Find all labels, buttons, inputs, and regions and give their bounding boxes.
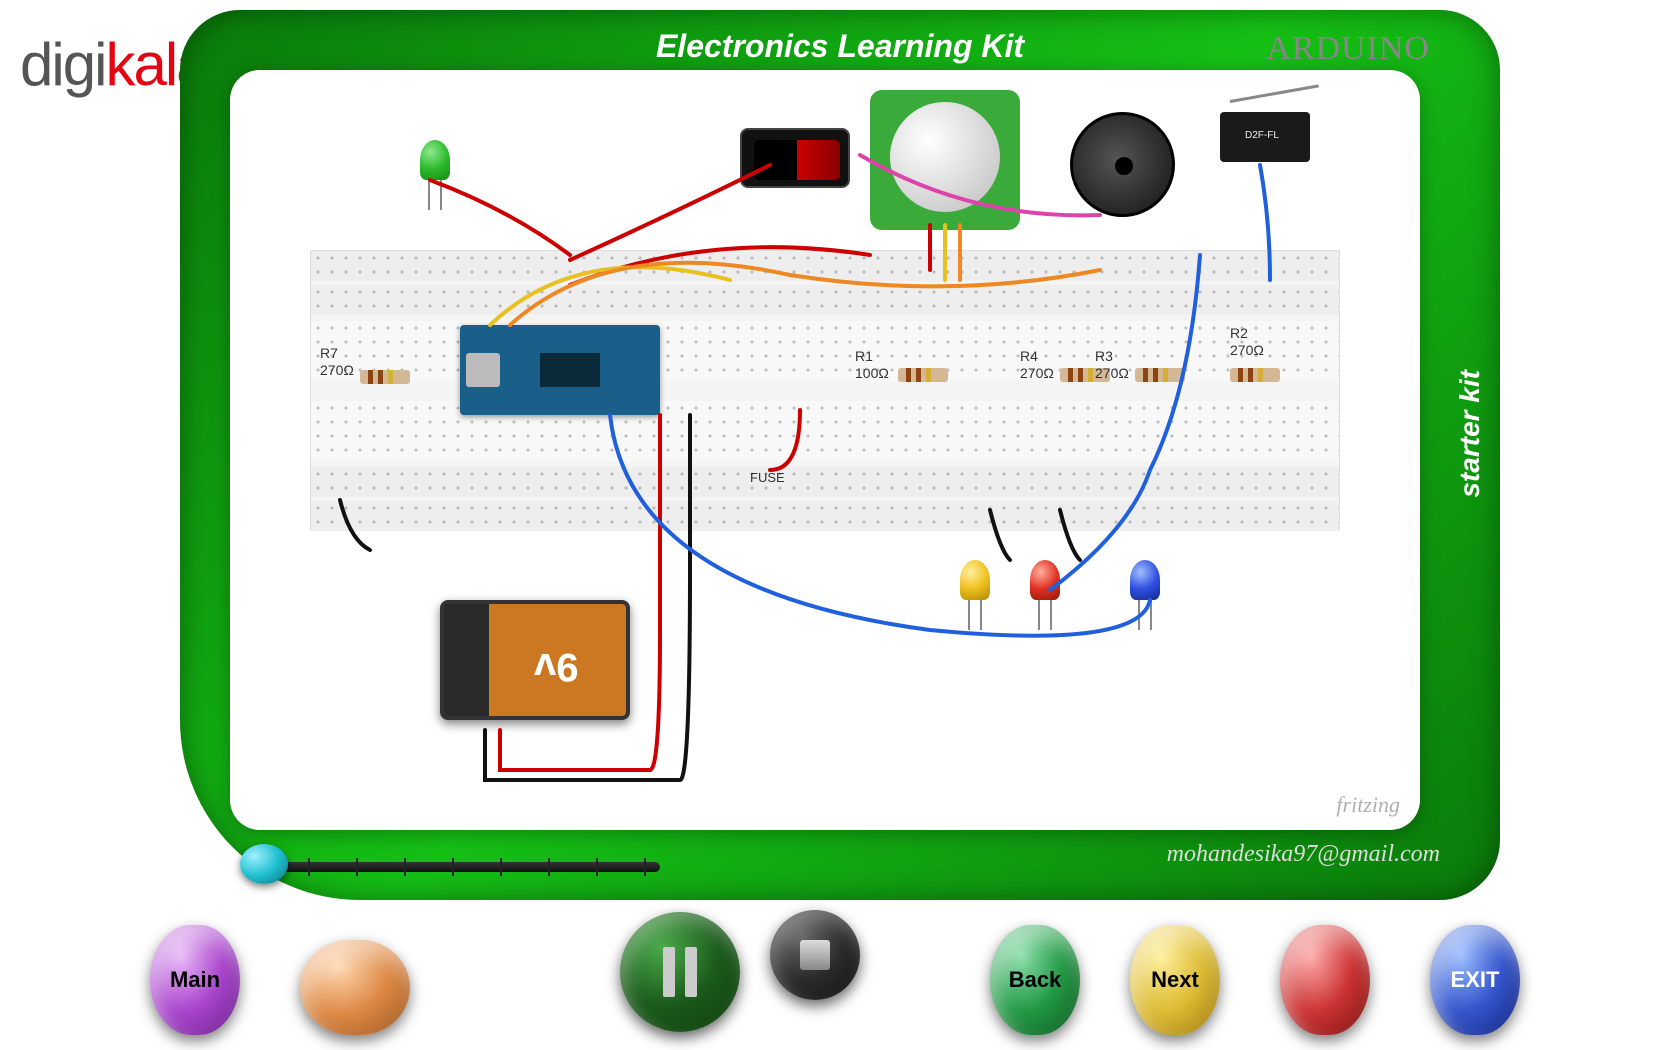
led-blue [1130, 560, 1160, 600]
arduino-nano [460, 325, 660, 415]
battery-9v: 9v [440, 600, 630, 720]
pause-button[interactable] [620, 912, 740, 1032]
back-button[interactable]: Back [990, 925, 1080, 1035]
next-button[interactable]: Next [1130, 925, 1220, 1035]
exit-button-label: EXIT [1451, 967, 1500, 993]
sidebar-label: starter kit [1454, 370, 1486, 498]
circuit-diagram: 9v D2F-FL R7 [230, 70, 1420, 830]
resistor-r1 [898, 368, 948, 382]
fritzing-label: fritzing [1336, 792, 1400, 818]
app-title: Electronics Learning Kit [656, 28, 1024, 65]
progress-slider[interactable] [260, 862, 660, 872]
piezo-buzzer [1070, 112, 1175, 217]
stop-button[interactable] [770, 910, 860, 1000]
back-button-label: Back [1009, 967, 1062, 993]
resistor-r3-label: R3 270Ω [1095, 348, 1129, 382]
bottom-controls: Main Back Next EXIT [0, 890, 1680, 1040]
main-panel: Electronics Learning Kit ARDUINO starter… [180, 10, 1500, 900]
email-label: mohandesika97@gmail.com [1167, 841, 1440, 868]
led-red [1030, 560, 1060, 600]
led-green [420, 140, 450, 180]
led-yellow [960, 560, 990, 600]
exit-button[interactable]: EXIT [1430, 925, 1520, 1035]
arduino-label: ARDUINO [1266, 30, 1430, 68]
stop-icon [800, 940, 830, 970]
limit-switch: D2F-FL [1220, 112, 1310, 162]
resistor-r4-label: R4 270Ω [1020, 348, 1054, 382]
pir-sensor [870, 90, 1020, 230]
resistor-r7 [360, 370, 410, 384]
progress-knob[interactable] [240, 844, 288, 884]
resistor-r7-label: R7 270Ω [320, 345, 354, 379]
resistor-r2-label: R2 270Ω [1230, 325, 1264, 359]
fuse-label: FUSE [750, 470, 785, 485]
resistor-r3 [1135, 368, 1185, 382]
pause-icon [663, 947, 697, 997]
egg-red-button[interactable] [1280, 925, 1370, 1035]
resistor-r1-label: R1 100Ω [855, 348, 889, 382]
next-button-label: Next [1151, 967, 1199, 993]
main-button[interactable]: Main [150, 925, 240, 1035]
main-button-label: Main [170, 967, 220, 993]
resistor-r2 [1230, 368, 1280, 382]
rocker-switch [740, 128, 850, 188]
egg-orange-button[interactable] [300, 940, 410, 1035]
